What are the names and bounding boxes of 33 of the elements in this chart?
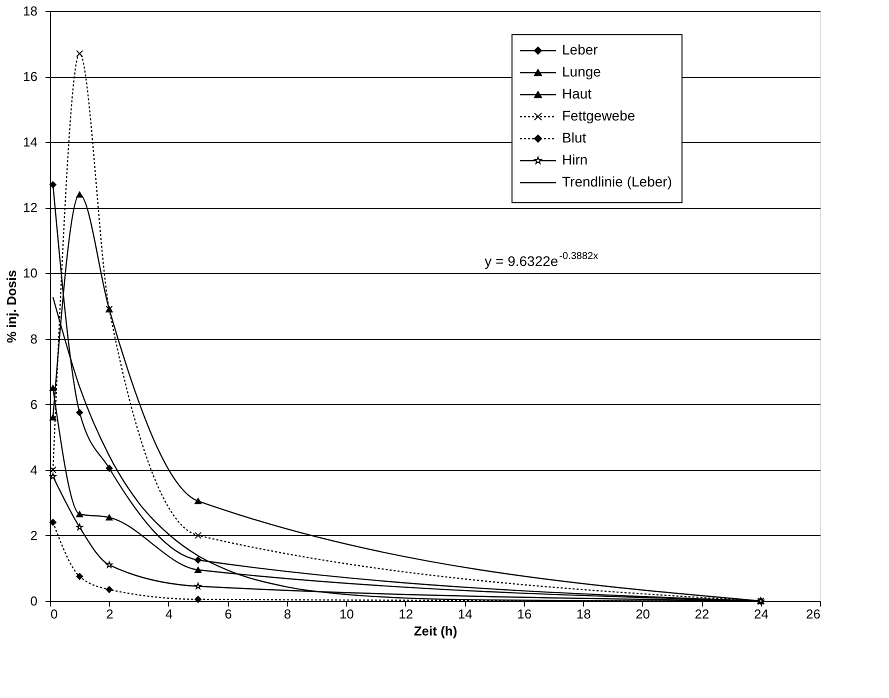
x-tick-label: 12 (398, 606, 414, 622)
x-tick-label: 24 (754, 606, 769, 622)
x-tick-label: 4 (165, 606, 173, 622)
y-tick-label: 2 (30, 528, 38, 543)
x-tick-label: 16 (517, 606, 532, 622)
legend-label: Lunge (562, 64, 602, 80)
y-tick-label: 12 (23, 200, 38, 216)
x-tick-label: 6 (224, 606, 232, 622)
x-tick-label: 10 (339, 606, 354, 622)
legend-label: Leber (562, 42, 598, 58)
y-tick-label: 8 (30, 331, 38, 346)
y-tick-label: 16 (23, 69, 38, 84)
x-tick-label: 14 (458, 606, 472, 622)
y-tick-label: 6 (30, 396, 38, 412)
y-tick-label: 10 (23, 266, 38, 281)
x-tick-label: 26 (806, 606, 820, 622)
x-tick-label: 22 (694, 606, 710, 622)
y-tick-label: 4 (30, 462, 38, 478)
y-tick-label: 14 (23, 134, 38, 150)
x-tick-label: 2 (106, 606, 114, 622)
legend-label: Haut (562, 86, 592, 102)
x-axis-title: Zeit (h) (414, 624, 458, 638)
y-tick-label: 18 (23, 4, 38, 18)
x-tick-label: 0 (50, 606, 58, 622)
x-tick-label: 8 (284, 606, 292, 622)
y-axis-title: % inj. Dosis (4, 270, 20, 343)
y-tick-label: 0 (30, 594, 38, 608)
x-tick-label: 18 (576, 606, 591, 622)
x-tick-label: 20 (636, 606, 650, 622)
legend-label: Hirn (562, 152, 588, 168)
legend-label: Trendlinie (Leber) (562, 174, 672, 190)
legend-label: Blut (562, 130, 586, 146)
legend-label: Fettgewebe (562, 108, 636, 124)
